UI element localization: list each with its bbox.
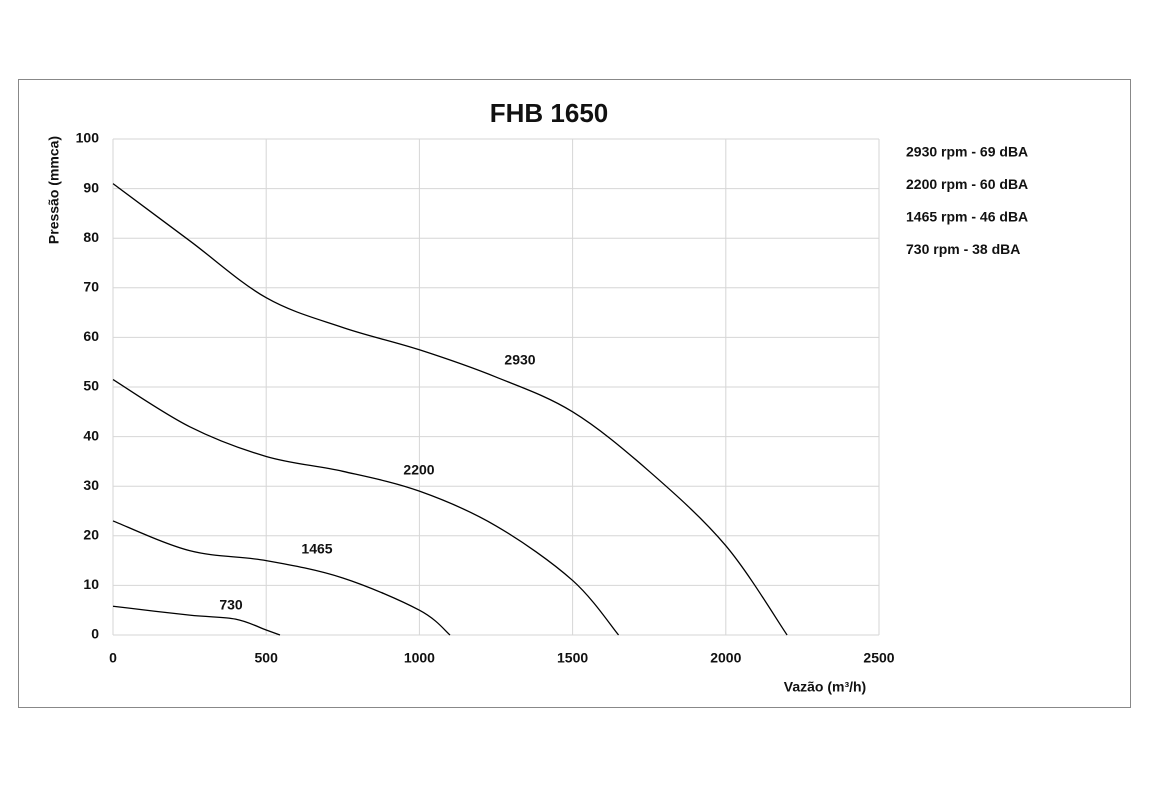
curve bbox=[112, 183, 788, 636]
y-tick-label: 40 bbox=[83, 427, 99, 443]
legend-label: 2200 rpm - 60 dBA bbox=[906, 176, 1028, 192]
legend-label: 730 rpm - 38 dBA bbox=[906, 241, 1020, 257]
curve-label: 1465 bbox=[301, 541, 332, 557]
legend-label: 1465 rpm - 46 dBA bbox=[906, 209, 1028, 225]
x-tick-label: 2000 bbox=[710, 650, 741, 666]
y-tick-label: 10 bbox=[83, 576, 99, 592]
curve bbox=[112, 379, 620, 636]
x-axis-label: Vazão (m³/h) bbox=[784, 679, 866, 695]
y-tick-label: 70 bbox=[83, 279, 99, 295]
x-tick-label: 1000 bbox=[404, 650, 435, 666]
chart-title: FHB 1650 bbox=[490, 98, 609, 128]
y-axis-label: Pressão (mmca) bbox=[46, 136, 62, 244]
legend-label: 2930 rpm - 69 dBA bbox=[906, 144, 1028, 160]
y-tick-label: 90 bbox=[83, 179, 99, 195]
curve bbox=[112, 605, 281, 636]
chart-frame bbox=[18, 79, 1131, 708]
x-tick-label: 0 bbox=[109, 650, 117, 666]
y-tick-label: 0 bbox=[91, 626, 99, 642]
y-tick-label: 100 bbox=[76, 130, 100, 146]
x-tick-label: 1500 bbox=[557, 650, 588, 666]
y-tick-label: 30 bbox=[83, 477, 99, 493]
curve-label: 730 bbox=[219, 597, 243, 613]
y-tick-label: 20 bbox=[83, 527, 99, 543]
curve-label: 2930 bbox=[504, 352, 535, 368]
y-tick-label: 80 bbox=[83, 229, 99, 245]
x-tick-label: 500 bbox=[255, 650, 279, 666]
curve-label: 2200 bbox=[403, 462, 434, 478]
y-tick-label: 60 bbox=[83, 328, 99, 344]
x-tick-label: 2500 bbox=[863, 650, 894, 666]
y-tick-label: 50 bbox=[83, 378, 99, 394]
curve bbox=[112, 520, 451, 636]
